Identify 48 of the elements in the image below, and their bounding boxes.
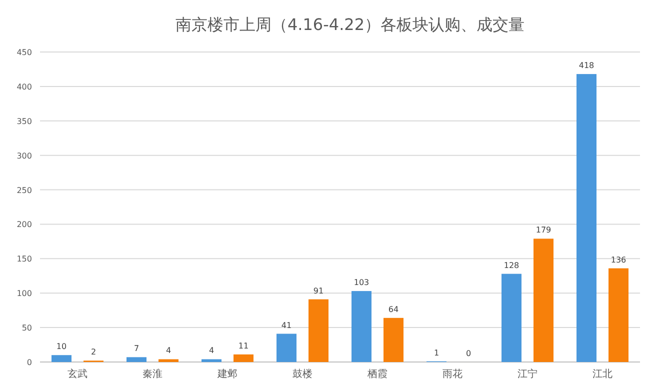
chart-title: 南京楼市上周（4.16-4.22）各板块认购、成交量 bbox=[175, 15, 525, 34]
bar bbox=[576, 74, 596, 362]
x-tick-label: 建邺 bbox=[216, 368, 238, 380]
y-tick-label: 300 bbox=[16, 151, 32, 160]
data-label: 10 bbox=[56, 342, 67, 352]
data-label: 128 bbox=[504, 260, 520, 270]
x-tick-label: 鼓楼 bbox=[292, 368, 312, 380]
y-tick-label: 200 bbox=[16, 220, 32, 230]
data-label: 179 bbox=[536, 226, 552, 235]
y-tick-label: 0 bbox=[26, 358, 32, 367]
data-label: 418 bbox=[578, 61, 594, 70]
x-tick-label: 玄武 bbox=[68, 368, 88, 380]
data-label: 103 bbox=[354, 278, 370, 288]
bar bbox=[502, 274, 522, 362]
bar bbox=[352, 291, 372, 362]
y-tick-label: 100 bbox=[16, 289, 32, 298]
y-tick-label: 450 bbox=[16, 48, 32, 57]
data-label: 7 bbox=[134, 344, 140, 354]
x-tick-label: 秦淮 bbox=[142, 368, 162, 380]
bar bbox=[534, 238, 554, 362]
bar bbox=[608, 268, 628, 362]
x-tick-label: 雨花 bbox=[442, 368, 462, 380]
bar bbox=[234, 354, 254, 362]
data-label: 136 bbox=[610, 255, 626, 264]
x-tick-label: 栖霞 bbox=[366, 368, 388, 380]
bar bbox=[158, 359, 178, 362]
y-tick-label: 250 bbox=[16, 186, 32, 195]
data-label: 1 bbox=[434, 348, 440, 358]
data-label: 4 bbox=[166, 346, 172, 356]
data-label: 2 bbox=[90, 348, 96, 357]
bar bbox=[126, 357, 146, 362]
bar bbox=[276, 334, 296, 362]
data-label: 64 bbox=[388, 304, 399, 314]
bar bbox=[202, 359, 222, 362]
bar bbox=[52, 355, 72, 362]
bar bbox=[308, 299, 328, 362]
y-tick-label: 350 bbox=[16, 116, 32, 126]
bar bbox=[384, 318, 404, 362]
data-label: 91 bbox=[313, 286, 324, 296]
y-tick-label: 150 bbox=[16, 254, 32, 264]
y-tick-label: 50 bbox=[22, 324, 32, 333]
data-label: 11 bbox=[238, 341, 249, 350]
x-tick-label: 江北 bbox=[592, 368, 612, 380]
x-tick-label: 江宁 bbox=[518, 368, 538, 380]
y-tick-label: 400 bbox=[16, 82, 32, 92]
data-label: 41 bbox=[281, 320, 292, 330]
data-label: 0 bbox=[466, 349, 472, 358]
data-label: 4 bbox=[208, 346, 214, 356]
